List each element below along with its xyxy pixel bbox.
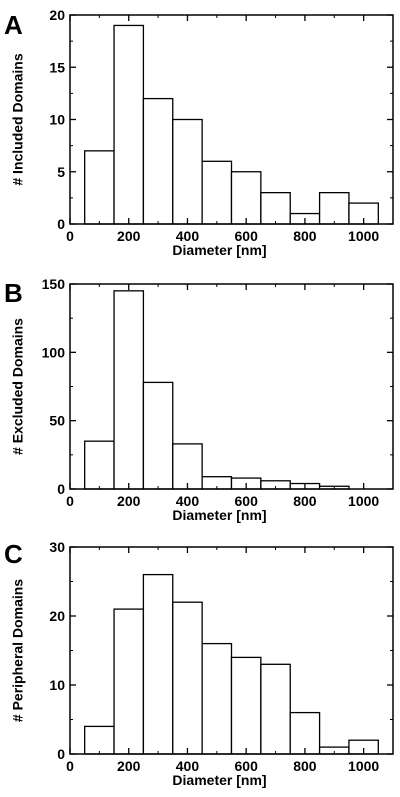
- y-tick-label: 0: [57, 481, 65, 497]
- x-tick-label: 0: [66, 493, 74, 509]
- x-tick-label: 1000: [348, 228, 379, 244]
- y-axis-label: # Included Domains: [10, 53, 26, 185]
- histogram-bar: [142, 573, 174, 755]
- histogram-bar: [230, 171, 262, 225]
- histogram-bar: [230, 656, 262, 755]
- x-tick-label: 0: [66, 758, 74, 774]
- x-tick-label: 800: [293, 758, 317, 774]
- x-tick-label: 600: [235, 228, 259, 244]
- x-tick-label: 200: [117, 228, 141, 244]
- y-tick-label: 10: [49, 112, 65, 128]
- panel-letter-c: C: [4, 539, 23, 569]
- panel-letter-b: B: [4, 278, 23, 308]
- histogram-bar: [113, 290, 145, 490]
- y-tick-label: 100: [42, 344, 66, 360]
- histogram-bar: [260, 663, 291, 755]
- histogram-bar: [318, 191, 350, 225]
- histogram-bar: [142, 381, 174, 490]
- y-tick-label: 20: [49, 608, 65, 624]
- histogram-bar: [172, 118, 203, 225]
- x-tick-label: 200: [117, 758, 141, 774]
- y-axis-label: # Peripheral Domains: [10, 579, 26, 722]
- y-tick-label: 0: [57, 216, 65, 232]
- y-tick-label: 0: [57, 746, 65, 762]
- x-tick-label: 0: [66, 228, 74, 244]
- x-tick-label: 800: [293, 228, 317, 244]
- y-tick-label: 30: [49, 539, 65, 555]
- x-axis-label: Diameter [nm]: [172, 242, 266, 258]
- x-axis-label: Diameter [nm]: [172, 772, 266, 788]
- x-tick-label: 400: [176, 228, 200, 244]
- x-tick-label: 400: [176, 758, 200, 774]
- histogram-bar: [84, 150, 115, 225]
- y-tick-label: 15: [49, 59, 65, 75]
- x-tick-label: 1000: [348, 758, 379, 774]
- histogram-bar: [172, 601, 203, 755]
- y-tick-label: 150: [42, 276, 66, 292]
- histogram-bar: [201, 642, 233, 755]
- histogram-bar: [260, 191, 291, 225]
- x-tick-label: 800: [293, 493, 317, 509]
- y-tick-label: 5: [57, 164, 65, 180]
- histogram-bar: [84, 440, 115, 490]
- panel-letter-a: A: [4, 10, 23, 40]
- histogram-bar: [201, 160, 233, 225]
- y-tick-label: 20: [49, 7, 65, 23]
- x-tick-label: 200: [117, 493, 141, 509]
- histogram-bar: [113, 608, 145, 755]
- x-tick-label: 400: [176, 493, 200, 509]
- y-axis-label: # Excluded Domains: [10, 318, 26, 455]
- histogram-bar: [113, 24, 145, 225]
- y-tick-label: 10: [49, 677, 65, 693]
- histogram-bar: [289, 711, 321, 755]
- x-axis-label: Diameter [nm]: [172, 507, 266, 523]
- y-tick-label: 50: [49, 413, 65, 429]
- histogram-bar: [84, 725, 115, 755]
- histogram-bar: [142, 97, 174, 225]
- x-tick-label: 600: [235, 493, 259, 509]
- histogram-bar: [172, 443, 203, 490]
- x-tick-label: 600: [235, 758, 259, 774]
- x-tick-label: 1000: [348, 493, 379, 509]
